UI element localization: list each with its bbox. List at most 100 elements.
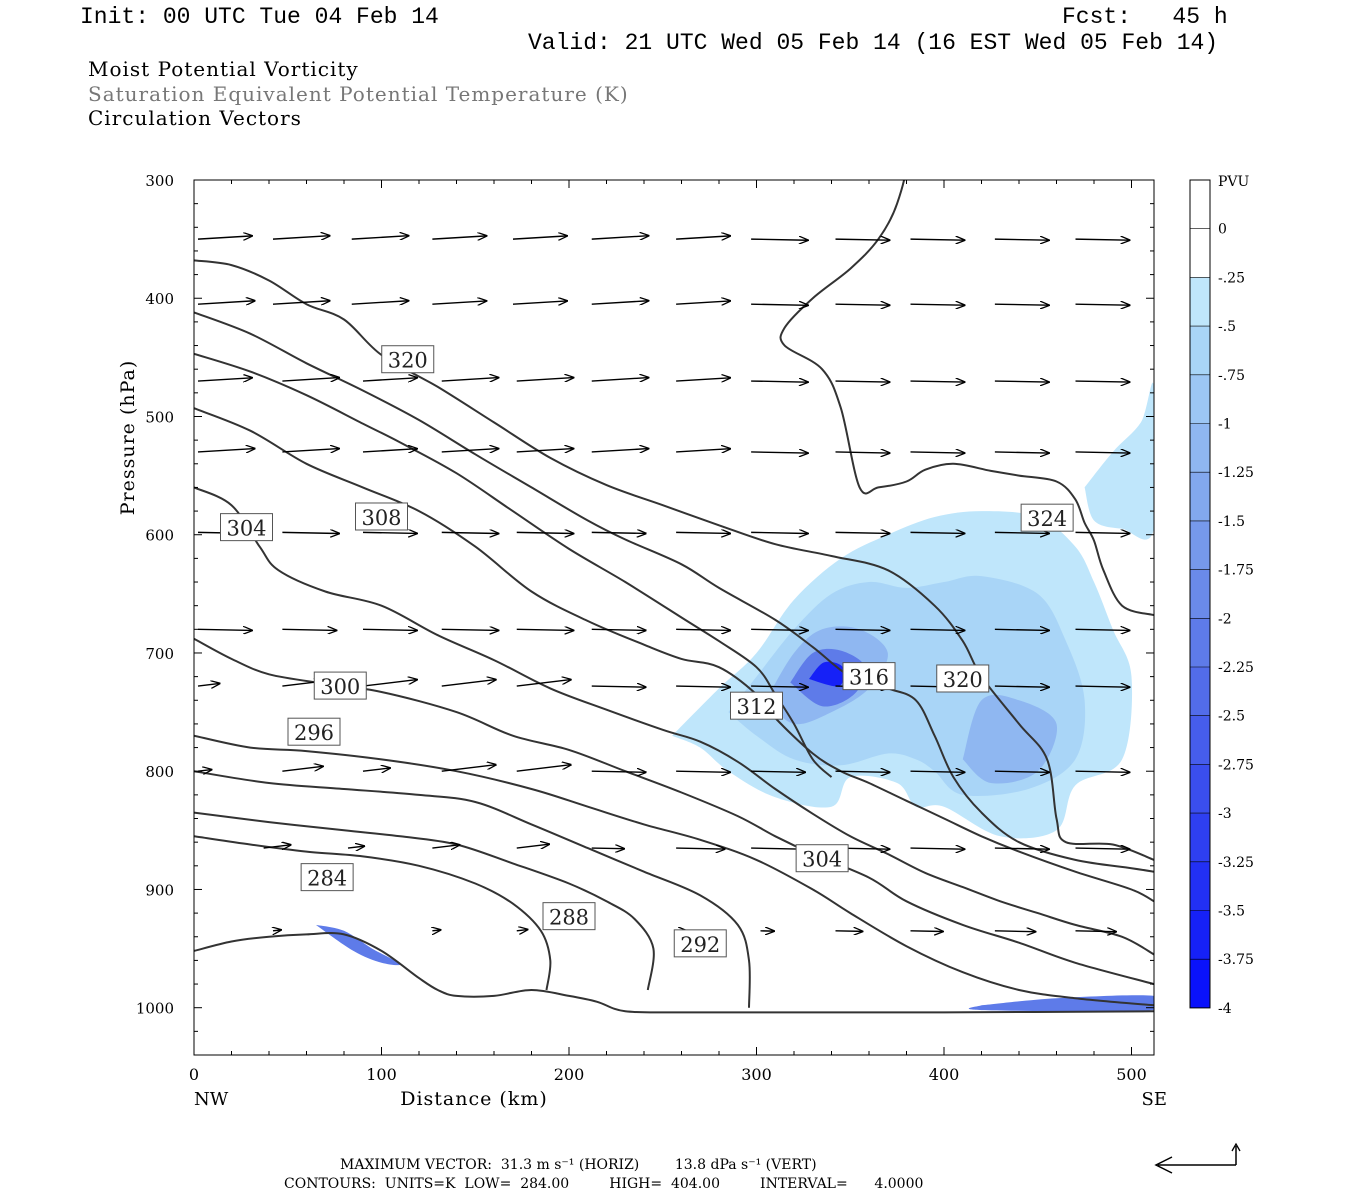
circulation-vector: [197, 378, 252, 381]
x-tick-label: 0: [189, 1065, 199, 1084]
circulation-vector: [994, 771, 1049, 772]
colorbar-label: -4: [1218, 1001, 1232, 1017]
colorbar-label: -1.25: [1218, 465, 1254, 481]
y-tick-label: 1000: [136, 1000, 174, 1018]
theta-es-contour: [194, 835, 552, 991]
contour-label-text: 304: [226, 517, 266, 541]
circulation-vector: [347, 846, 364, 848]
contour-label-text: 324: [1027, 507, 1067, 531]
circulation-vector: [835, 532, 890, 533]
circulation-vector: [197, 449, 255, 452]
circulation-vector: [351, 236, 409, 239]
contour-label-text: 292: [680, 933, 720, 957]
circulation-vector: [1075, 532, 1130, 533]
circulation-vector: [910, 452, 965, 453]
circulation-vector: [591, 236, 649, 239]
contour-label-text: 316: [849, 666, 889, 690]
contour-label: 292: [673, 929, 727, 958]
y-tick-label: 900: [145, 881, 174, 899]
colorbar-label: -.25: [1218, 270, 1245, 286]
circulation-vector: [1075, 848, 1130, 849]
contour-label: 300: [313, 671, 367, 700]
contour-label: 320: [381, 345, 435, 374]
circulation-vector: [751, 532, 808, 533]
colorbar-unit: PVU: [1218, 174, 1250, 190]
circulation-vector: [441, 532, 499, 533]
circulation-vector: [676, 449, 730, 452]
circulation-vector: [994, 304, 1049, 305]
colorbar-swatch: [1190, 277, 1210, 327]
circulation-vector: [591, 378, 649, 381]
circulation-vector: [516, 930, 528, 931]
colorbar-swatch: [1190, 715, 1210, 765]
circulation-vector: [751, 304, 808, 305]
contour-label: 304: [220, 513, 273, 542]
colorbar-swatch: [1190, 326, 1210, 375]
circulation-vector: [751, 771, 805, 772]
valid-time-label: Valid: 21 UTC Wed 05 Feb 14 (16 EST Wed …: [528, 30, 1219, 56]
circulation-vector: [1075, 771, 1130, 772]
circulation-vector: [835, 381, 890, 382]
y-tick-label: 800: [145, 763, 174, 781]
theta-es-contour: [194, 734, 1154, 1007]
colorbar-label: -1.75: [1218, 563, 1254, 579]
circulation-vector: [751, 629, 808, 630]
colorbar-swatch: [1190, 569, 1210, 619]
circulation-vector: [591, 532, 646, 533]
circulation-vector: [197, 683, 220, 686]
theta-es-contour: [194, 770, 751, 1008]
circulation-vector: [282, 378, 339, 381]
y-tick-label: 300: [145, 172, 174, 190]
x-tick-label: 300: [741, 1065, 772, 1084]
circulation-vector: [835, 931, 863, 932]
y-tick-label: 400: [145, 290, 174, 308]
field-title-mpv: Moist Potential Vorticity: [88, 57, 359, 81]
contour-label-text: 320: [388, 349, 428, 373]
contour-label: 304: [795, 844, 849, 873]
theta-es-contour: [194, 932, 1154, 1014]
colorbar-swatch: [1190, 228, 1210, 278]
circulation-vector: [910, 848, 965, 849]
y-tick-label: 600: [145, 527, 174, 545]
circulation-vector: [1075, 381, 1130, 382]
contour-label-text: 284: [307, 867, 347, 891]
circulation-vector: [362, 378, 417, 381]
circulation-vector: [835, 629, 890, 630]
contour-label: 284: [300, 863, 354, 892]
circulation-vector: [994, 931, 1036, 932]
colorbar-label: -2: [1218, 611, 1232, 627]
colorbar-label: -3.25: [1218, 855, 1254, 871]
colorbar-swatch: [1190, 180, 1210, 229]
y-tick-label: 500: [145, 408, 174, 426]
x-tick-label: 200: [554, 1065, 585, 1084]
circulation-vector: [282, 449, 339, 452]
circulation-vector: [272, 301, 330, 304]
circulation-vector: [1075, 304, 1130, 305]
field-title-vectors: Circulation Vectors: [88, 106, 302, 130]
theta-es-contour: [194, 259, 1154, 861]
circulation-vector: [362, 449, 417, 452]
contour-label-text: 320: [943, 668, 983, 692]
colorbar-label: -.75: [1218, 368, 1245, 384]
circulation-vector: [591, 629, 646, 630]
circulation-vector: [516, 532, 574, 533]
circulation-vector: [910, 532, 965, 533]
circulation-vector: [994, 239, 1049, 240]
circulation-vector: [1075, 686, 1130, 687]
plot-frame: [193, 179, 1155, 1056]
circulation-vector: [1075, 629, 1130, 630]
circulation-vector: [676, 301, 730, 304]
circulation-vector: [197, 629, 252, 630]
circulation-vector: [835, 239, 890, 240]
mpv-region: [1084, 382, 1154, 540]
contour-labels: 320 308 304 300 296 284 288 292 312 316 320 324 304: [220, 345, 1074, 958]
colorbar-swatch: [1190, 764, 1210, 814]
circulation-vector: [197, 236, 252, 239]
contour-label-text: 296: [294, 721, 334, 745]
theta-es-contour: [194, 311, 1154, 873]
colorbar-swatch: [1190, 374, 1210, 424]
forecast-hour-label: Fcst: 45 h: [1062, 4, 1228, 30]
contour-label-text: 300: [320, 675, 360, 699]
circulation-vector: [516, 844, 549, 848]
